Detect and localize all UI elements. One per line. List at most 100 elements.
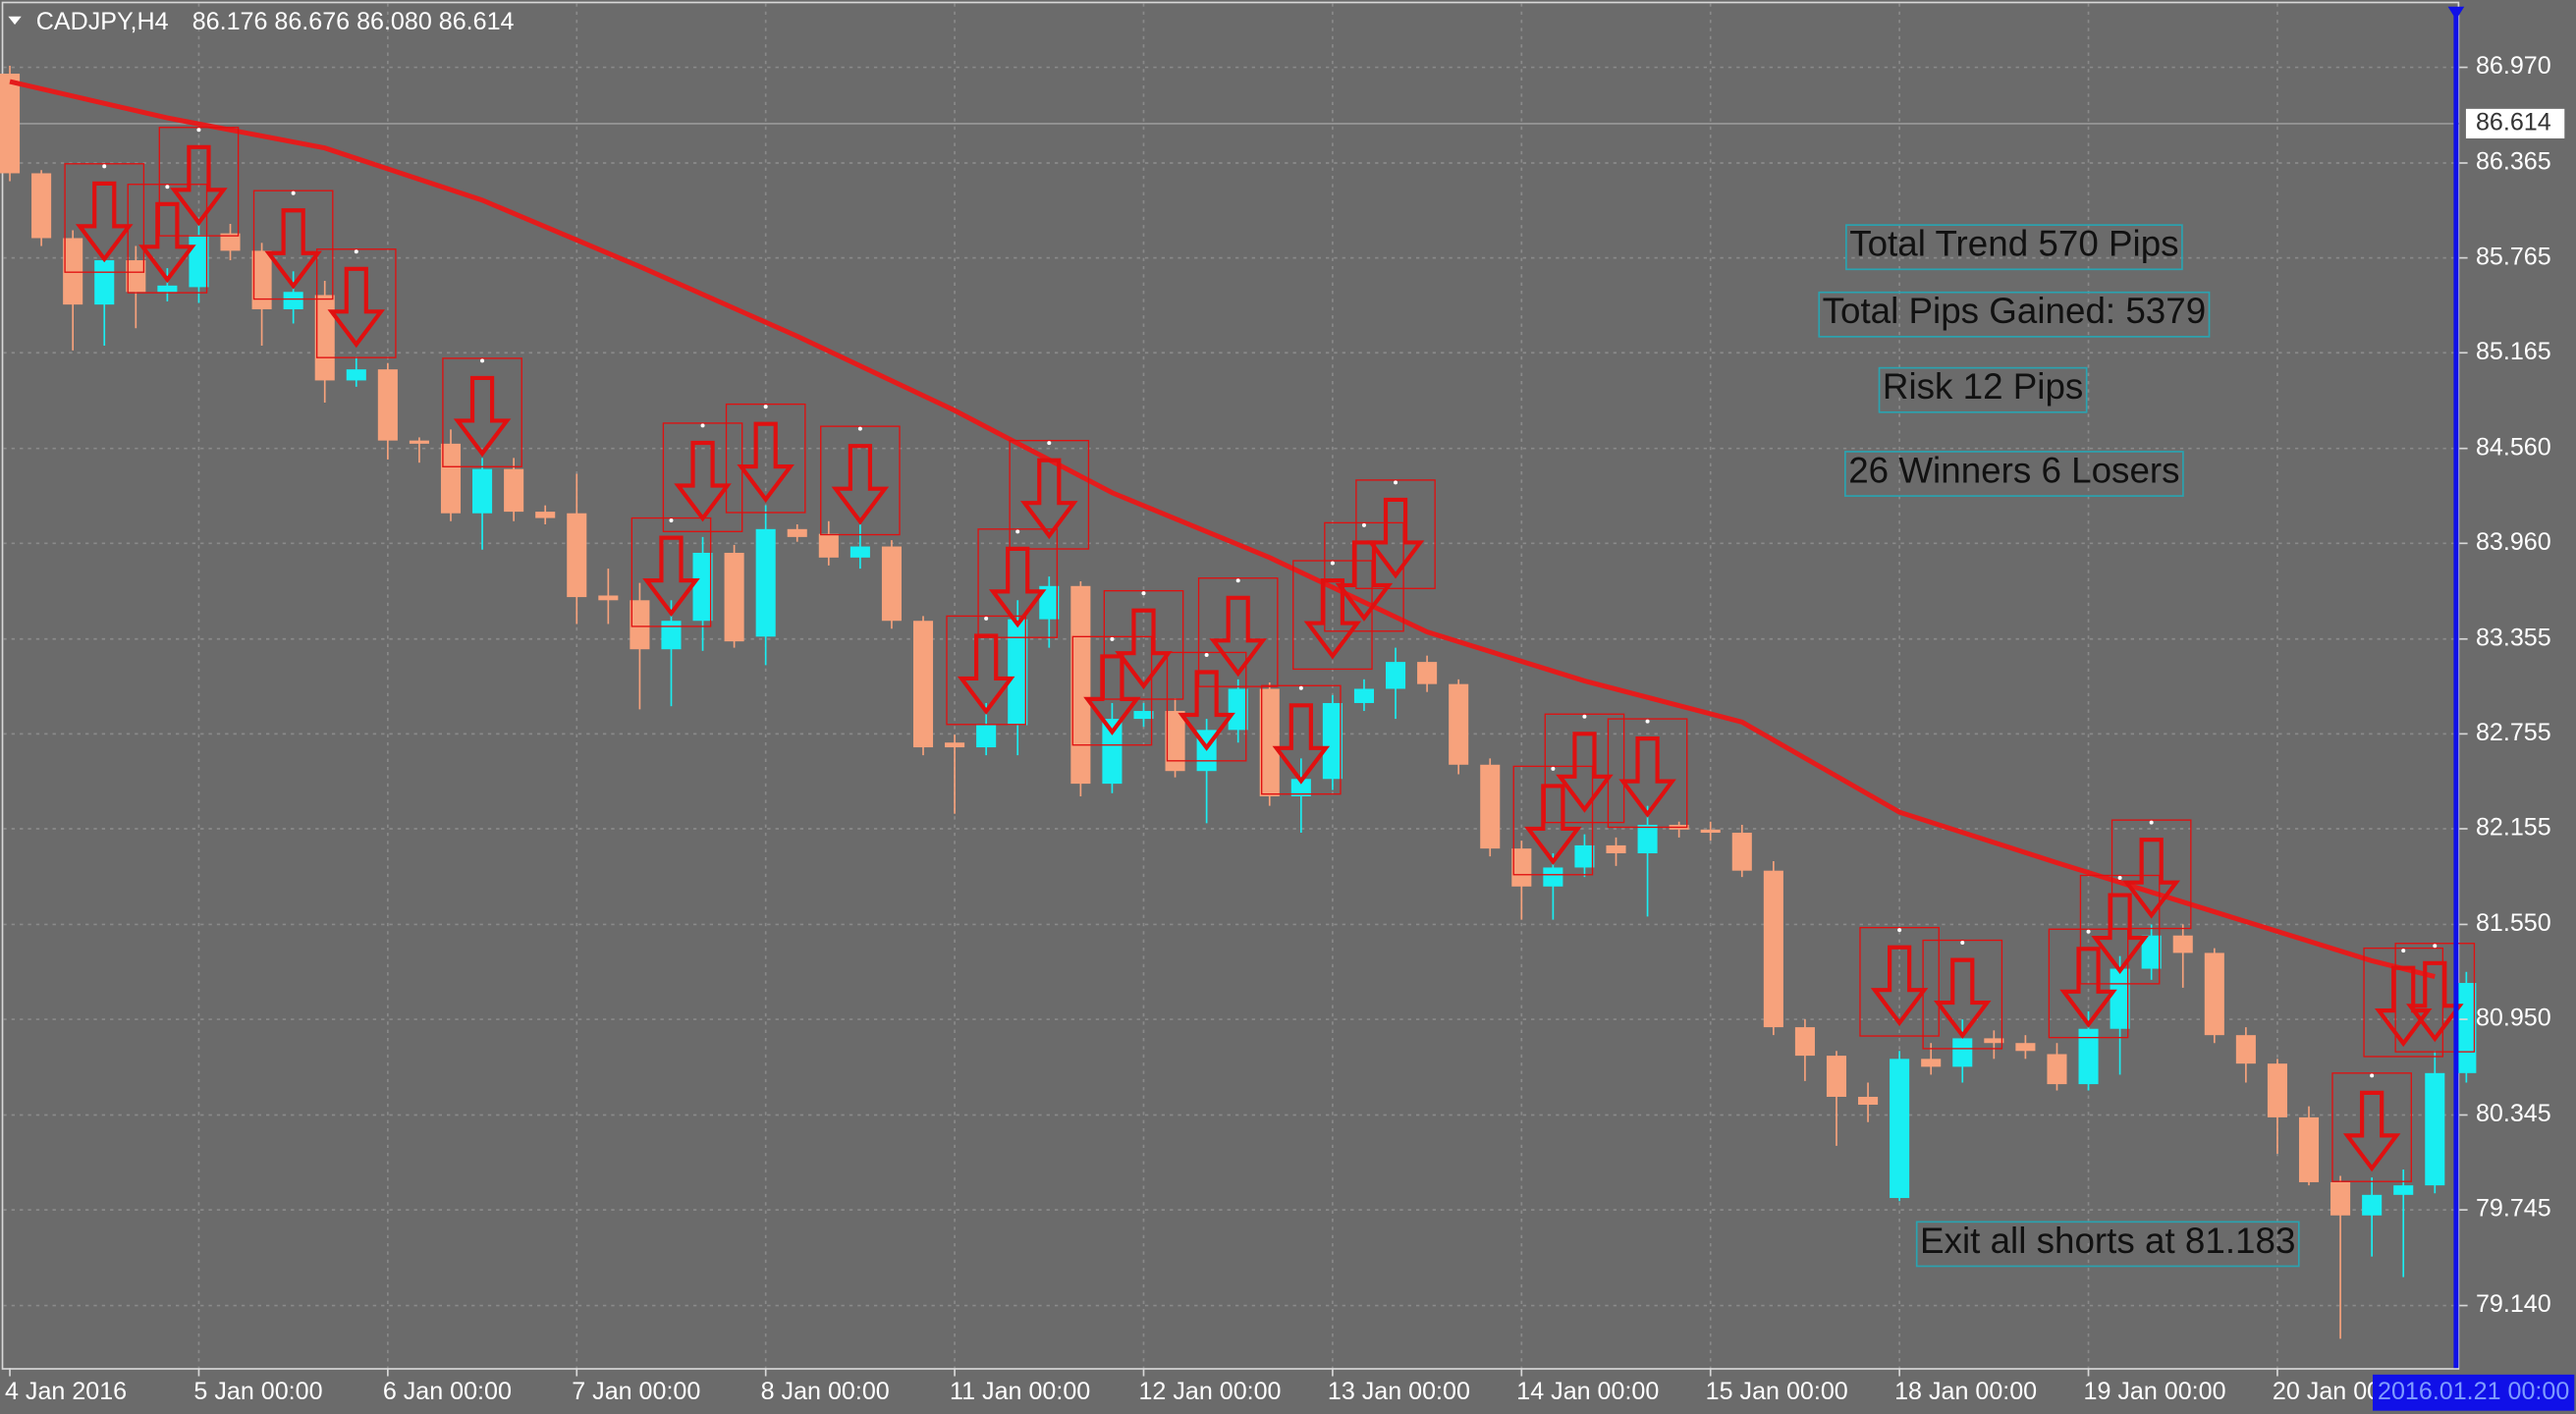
signal-arrow [737, 421, 795, 504]
candle-body [1543, 867, 1563, 887]
candle-body [661, 621, 682, 650]
candle-body [1826, 1056, 1847, 1097]
x-tick-label: 4 Jan 2016 [5, 1378, 127, 1405]
candle-body [912, 621, 934, 748]
signal-dot [2401, 949, 2406, 953]
x-tick-label: 6 Jan 00:00 [383, 1378, 512, 1405]
last-price-box [2465, 108, 2565, 138]
sell-signal [1607, 718, 1688, 829]
signal-arrow [1178, 670, 1235, 751]
candle-body [1102, 719, 1123, 785]
signal-dot [1582, 714, 1587, 719]
annotation: Total Pips Gained: 5379 [1823, 291, 2207, 331]
signal-box [1512, 765, 1594, 876]
sell-signal [946, 615, 1026, 726]
sell-signal [977, 528, 1059, 638]
x-tick-label: 11 Jan 00:00 [950, 1378, 1090, 1405]
signal-dot [1110, 636, 1115, 641]
sell-signal [64, 163, 145, 273]
signal-arrow [1933, 957, 1992, 1040]
signal-box [662, 422, 743, 532]
signal-arrow [2059, 947, 2117, 1028]
candle-body [1480, 764, 1501, 849]
signal-dot [1047, 441, 1052, 446]
signal-box [1922, 939, 2003, 1050]
x-tick-label: 8 Jan 00:00 [761, 1378, 890, 1405]
y-tick-label: 79.745 [2476, 1195, 2551, 1223]
signal-arrow [1366, 497, 1425, 579]
grid [3, 3, 2460, 1369]
candle-body [1070, 585, 1091, 785]
cursor-time-box [2373, 1374, 2575, 1411]
x-tick-label: 18 Jan 00:00 [1894, 1378, 2037, 1405]
sell-signal [1103, 589, 1184, 700]
cursor-time-label: 2016.01.21 00:00 [2378, 1378, 2569, 1405]
y-tick-label: 82.155 [2476, 814, 2551, 842]
signal-box [630, 517, 712, 627]
signal-arrow [1272, 703, 1331, 785]
sell-signal [315, 248, 397, 358]
y-tick-label: 85.165 [2476, 338, 2551, 365]
signal-dot [1645, 719, 1650, 724]
candle-body [189, 235, 209, 288]
candle-body [1763, 870, 1783, 1028]
signal-box [725, 403, 806, 514]
y-tick-label: 80.950 [2476, 1005, 2551, 1032]
candle-body [755, 528, 776, 637]
candle-body [1417, 662, 1438, 684]
sell-signal [630, 517, 712, 627]
candle-body [1700, 829, 1721, 834]
candle-body [787, 528, 807, 537]
signal-dot [196, 128, 201, 133]
sell-signal [1261, 684, 1342, 795]
candle-body [2393, 1185, 2414, 1195]
last-price-label: 86.614 [2476, 109, 2551, 136]
x-tick-label: 7 Jan 00:00 [572, 1378, 700, 1405]
candle-body [1858, 1096, 1879, 1106]
sell-signal [158, 127, 240, 237]
candle-body [1165, 711, 1185, 772]
candle-body [1133, 711, 1154, 720]
sell-signal [1544, 713, 1625, 824]
candle-body [1353, 688, 1375, 703]
signal-arrow [1083, 654, 1141, 735]
annotation: 26 Winners 6 Losers [1848, 450, 2179, 490]
signal-box [1166, 651, 1247, 762]
signal-dot [2370, 1073, 2375, 1078]
candle-body [2267, 1063, 2287, 1117]
candle-body [1322, 702, 1343, 780]
menu-triangle [8, 16, 22, 26]
annotation-box [1818, 291, 2211, 338]
annotation: Exit all shorts at 81.183 [1920, 1221, 2295, 1261]
signal-box [315, 248, 397, 358]
signal-arrow [674, 440, 732, 522]
signal-arrow [2374, 965, 2433, 1048]
sell-signal [820, 425, 901, 536]
candle-body [976, 725, 997, 748]
annotation-box [1845, 224, 2183, 271]
candle-body [1890, 1059, 1910, 1199]
sell-signal [2110, 819, 2192, 930]
signal-dot [2433, 944, 2438, 949]
signal-box [1261, 684, 1342, 795]
signal-dot [165, 185, 170, 190]
signal-arrow [1020, 458, 1078, 540]
moving-average [9, 79, 2436, 980]
candle-body [504, 468, 524, 513]
signal-arrow [2406, 960, 2464, 1043]
sell-signal [662, 422, 743, 532]
candle-body [1794, 1027, 1815, 1057]
candle-body [220, 233, 241, 251]
annotation-box [1915, 1221, 2300, 1268]
candle-body [94, 260, 115, 305]
candle-body [2330, 1181, 2351, 1216]
signal-arrow [1870, 945, 1929, 1027]
signal-dot [2117, 876, 2122, 881]
candle-body [1039, 585, 1060, 620]
signal-dot [1015, 529, 1020, 534]
signal-box [1009, 439, 1090, 550]
y-tick-label: 80.345 [2476, 1100, 2551, 1127]
y-tick-label: 83.960 [2476, 528, 2551, 556]
signal-dot [1394, 480, 1398, 485]
